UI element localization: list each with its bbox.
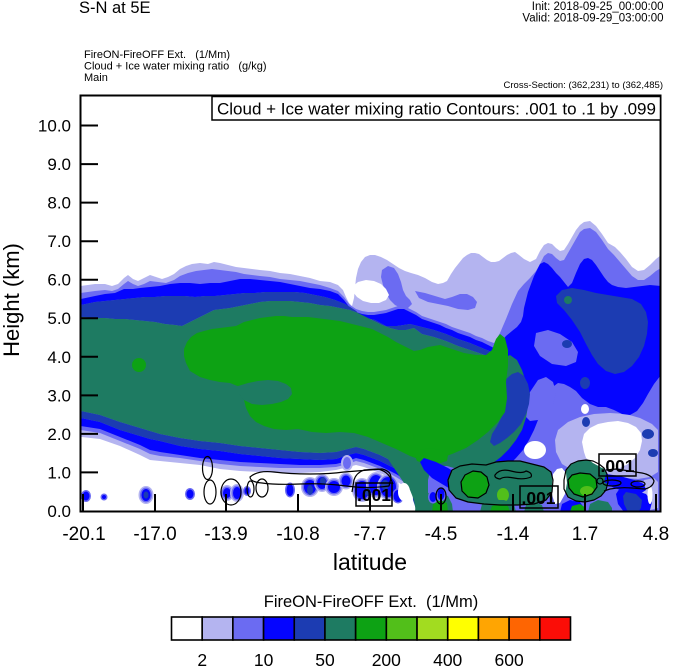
svg-text:Valid: 2018-09-29_03:00:00: Valid: 2018-09-29_03:00:00: [522, 13, 663, 25]
svg-text:1.0: 1.0: [47, 463, 71, 482]
svg-text:-10.8: -10.8: [276, 524, 319, 545]
svg-text:.001: .001: [521, 488, 555, 508]
svg-text:1.7: 1.7: [572, 524, 598, 545]
svg-text:Init: 2018-09-25_00:00:00: Init: 2018-09-25_00:00:00: [532, 1, 664, 13]
svg-text:4.0: 4.0: [47, 348, 71, 367]
svg-text:-7.7: -7.7: [354, 524, 387, 545]
svg-text:7.0: 7.0: [47, 232, 71, 251]
svg-text:FireON-FireOFF Ext. (1/Mm): FireON-FireOFF Ext. (1/Mm): [84, 49, 230, 61]
svg-text:600: 600: [494, 650, 523, 668]
svg-text:-4.5: -4.5: [425, 524, 458, 545]
svg-text:6.0: 6.0: [47, 271, 71, 290]
svg-text:10: 10: [254, 650, 274, 668]
svg-text:9.0: 9.0: [47, 155, 71, 174]
svg-text:Cloud + Ice water mixing ratio: Cloud + Ice water mixing ratio (g/kg): [84, 61, 267, 73]
svg-text:2.0: 2.0: [47, 425, 71, 444]
svg-text:400: 400: [433, 650, 462, 668]
svg-text:-13.9: -13.9: [204, 524, 247, 545]
svg-text:latitude: latitude: [333, 549, 407, 575]
svg-text:0.0: 0.0: [47, 502, 71, 521]
svg-text:S-N at 5E: S-N at 5E: [79, 0, 151, 17]
svg-text:3.0: 3.0: [47, 386, 71, 405]
svg-text:FireON-FireOFF Ext. (1/Mm): FireON-FireOFF Ext. (1/Mm): [264, 593, 478, 611]
svg-text:4.8: 4.8: [643, 524, 669, 545]
svg-text:10.0: 10.0: [38, 117, 71, 136]
svg-text:50: 50: [315, 650, 335, 668]
svg-text:-20.1: -20.1: [62, 524, 105, 545]
svg-text:8.0: 8.0: [47, 194, 71, 213]
svg-text:Height (km): Height (km): [0, 243, 24, 357]
svg-text:Main: Main: [84, 72, 108, 84]
svg-text:Cross-Section: (362,231) to (3: Cross-Section: (362,231) to (362,485): [504, 80, 663, 91]
svg-text:.001: .001: [357, 485, 391, 505]
svg-text:-1.4: -1.4: [497, 524, 530, 545]
svg-text:-17.0: -17.0: [133, 524, 176, 545]
svg-text:2: 2: [197, 650, 207, 668]
svg-text:Cloud + Ice water mixing ratio: Cloud + Ice water mixing ratio Contours:…: [217, 100, 656, 119]
svg-text:5.0: 5.0: [47, 309, 71, 328]
svg-text:200: 200: [372, 650, 401, 668]
svg-text:.001: .001: [600, 456, 634, 476]
